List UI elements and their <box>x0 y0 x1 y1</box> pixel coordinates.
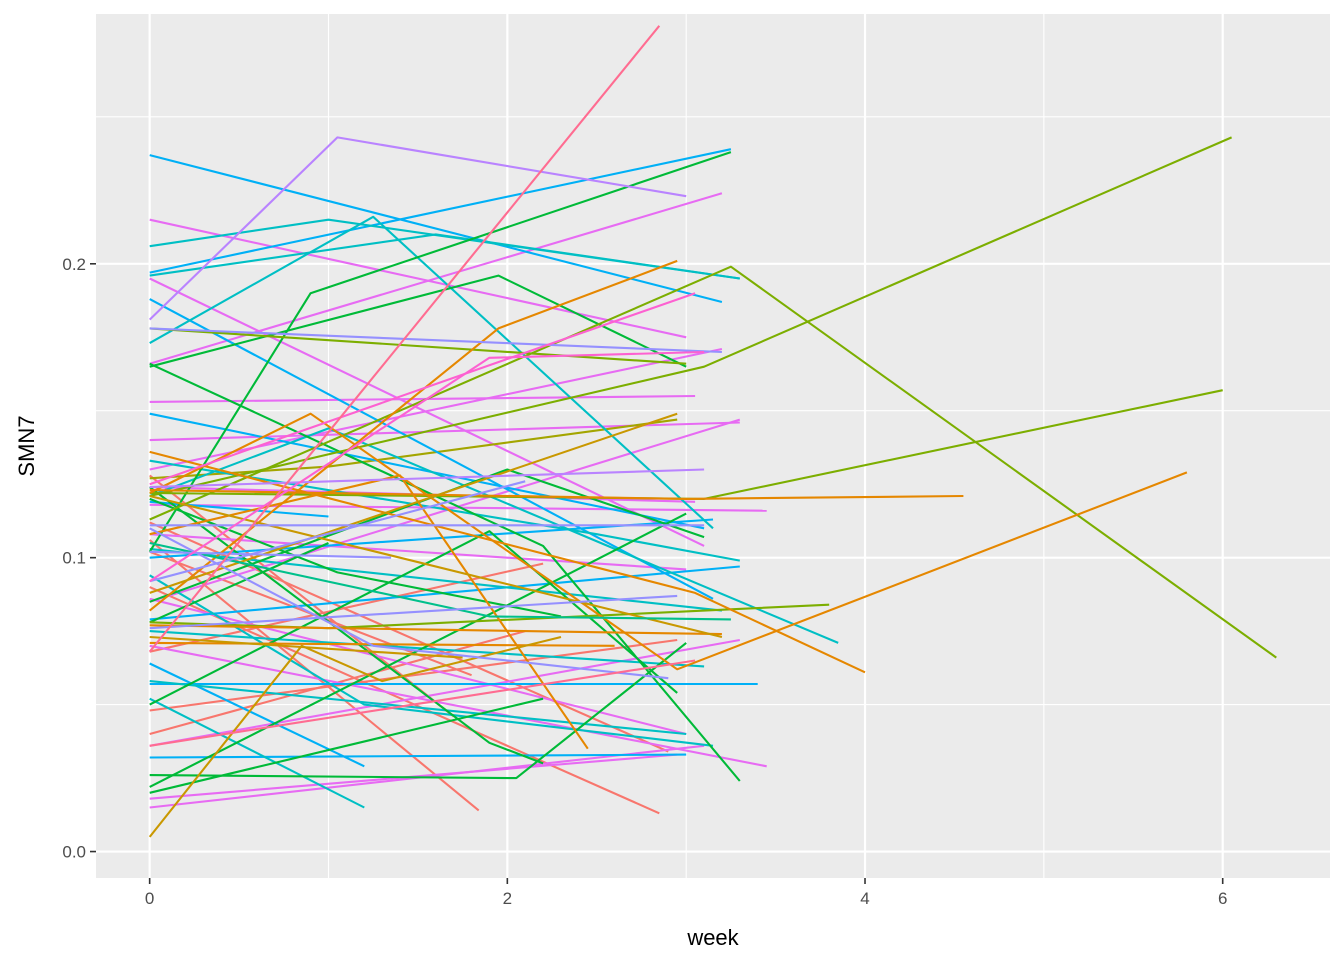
series-line-20 <box>149 638 740 747</box>
x-tick-label: 4 <box>860 889 869 908</box>
series-line-38 <box>149 427 839 644</box>
series-line-43 <box>149 680 687 736</box>
series-line-67 <box>149 641 615 647</box>
series-line-41 <box>149 697 365 809</box>
series-line-60 <box>149 327 687 365</box>
series-line-54 <box>149 697 544 794</box>
series-line-17 <box>149 503 767 512</box>
series-line-83 <box>148 25 661 653</box>
series-line-69 <box>149 635 463 659</box>
x-tick-label: 6 <box>1218 889 1227 908</box>
series-line-79 <box>148 136 687 321</box>
series-line-48 <box>149 530 678 706</box>
series-line-81 <box>149 350 705 583</box>
series-line-19 <box>149 597 687 736</box>
series-line-64 <box>149 474 589 750</box>
series-line-18 <box>149 533 687 571</box>
series-line-42 <box>149 630 705 668</box>
series-line-14 <box>149 394 696 403</box>
y-tick-label: 0.2 <box>62 255 86 274</box>
series-line-11 <box>149 277 705 547</box>
series-layer <box>148 25 1277 838</box>
y-tick-label: 0.0 <box>62 843 86 862</box>
series-line-80 <box>149 468 705 489</box>
series-line-30 <box>149 753 687 759</box>
x-tick-label: 2 <box>503 889 512 908</box>
series-line-73 <box>149 327 722 354</box>
series-line-36 <box>149 215 714 530</box>
series-line-82 <box>149 292 696 486</box>
series-line-65 <box>149 489 964 500</box>
series-line-12 <box>149 218 687 339</box>
series-line-66 <box>149 624 722 636</box>
series-line-63 <box>149 259 678 612</box>
x-axis-title: week <box>686 925 739 950</box>
series-line-4 <box>149 521 669 753</box>
series-line-56 <box>149 265 1277 659</box>
x-axis: 0 2 4 6 <box>145 878 1227 908</box>
series-line-78 <box>149 480 526 583</box>
series-line-37 <box>149 233 740 280</box>
y-axis: 0.0 0.1 0.2 <box>62 255 96 862</box>
series-line-25 <box>149 154 723 304</box>
series-line-51 <box>149 642 687 780</box>
series-line-40 <box>149 574 714 747</box>
y-tick-label: 0.1 <box>62 549 86 568</box>
series-line-84 <box>149 659 696 747</box>
series-line-16 <box>149 347 723 471</box>
major-gridlines <box>96 14 1330 878</box>
series-line-57 <box>149 136 1233 498</box>
series-line-26 <box>149 148 732 274</box>
y-axis-title: SMN7 <box>14 415 39 476</box>
series-line-62 <box>149 450 866 674</box>
series-line-49 <box>149 512 687 788</box>
series-line-68 <box>148 635 562 838</box>
series-line-72 <box>149 541 731 621</box>
series-line-3 <box>149 638 678 712</box>
series-line-76 <box>149 550 392 559</box>
series-line-5 <box>149 562 544 653</box>
series-line-47 <box>149 362 741 782</box>
x-tick-label: 0 <box>145 889 154 908</box>
series-line-23 <box>149 418 741 603</box>
series-line-77 <box>149 527 669 680</box>
series-line-75 <box>149 594 678 630</box>
series-line-28 <box>149 412 705 530</box>
series-line-9 <box>149 644 767 768</box>
series-line-53 <box>149 468 705 603</box>
series-line-39 <box>149 459 740 562</box>
